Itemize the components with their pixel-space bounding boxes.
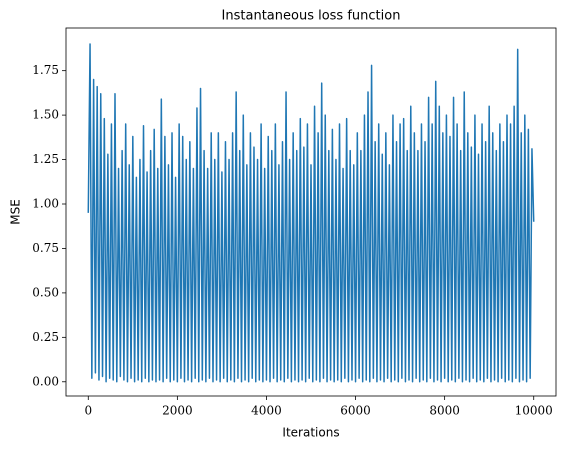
x-tick-label: 8000 — [429, 404, 460, 418]
y-tick-label: 1.00 — [32, 197, 59, 211]
x-axis-label: Iterations — [282, 426, 339, 440]
y-tick-label: 1.75 — [32, 63, 59, 77]
x-tick-label: 4000 — [251, 404, 282, 418]
plot-frame — [65, 27, 557, 397]
y-axis-label: MSE — [9, 199, 23, 225]
y-tick-label: 0.75 — [32, 241, 59, 255]
x-tick-label: 0 — [84, 404, 92, 418]
y-tick-label: 1.25 — [32, 152, 59, 166]
x-tick-label: 10000 — [515, 404, 553, 418]
data-line — [87, 43, 535, 383]
x-tick-label: 6000 — [340, 404, 371, 418]
y-tick-label: 0.00 — [32, 374, 59, 388]
y-tick-label: 0.25 — [32, 330, 59, 344]
chart-title: Instantaneous loss function — [222, 9, 401, 24]
x-tick-label: 2000 — [162, 404, 193, 418]
y-tick-label: 0.50 — [32, 285, 59, 299]
y-tick-label: 1.50 — [32, 108, 59, 122]
